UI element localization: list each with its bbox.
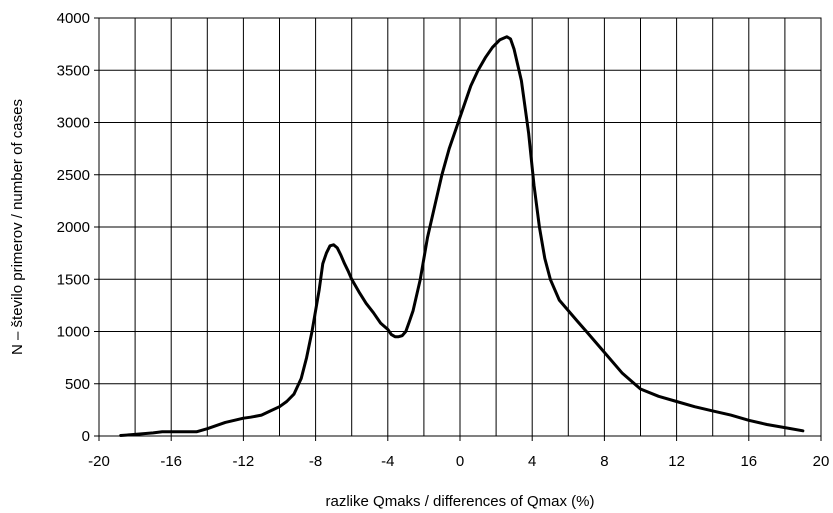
x-tick-label: 4	[528, 453, 536, 470]
x-tick-label: 16	[740, 453, 757, 470]
x-tick-label: -8	[309, 453, 322, 470]
series-line	[119, 35, 805, 437]
x-tick-label: 0	[456, 453, 464, 470]
x-tick-label: -16	[160, 453, 182, 470]
x-tick-label: -20	[88, 453, 110, 470]
x-axis-title: razlike Qmaks / differences of Qmax (%)	[326, 493, 595, 510]
x-tick-label: 8	[600, 453, 608, 470]
x-tick-label: 20	[813, 453, 830, 470]
y-tick-label: 500	[65, 376, 90, 393]
y-tick-label: 0	[82, 428, 90, 445]
grid-lines	[99, 18, 821, 436]
x-tick-label: -4	[381, 453, 394, 470]
axes	[94, 17, 822, 441]
y-tick-label: 1500	[57, 271, 90, 288]
y-tick-label: 2500	[57, 167, 90, 184]
y-tick-label: 3000	[57, 115, 90, 132]
x-tick-labels: -20 -16 -12 -8 -4 0 4 8 12 16 20	[88, 453, 829, 470]
y-tick-label: 2000	[57, 219, 90, 236]
y-tick-label: 4000	[57, 10, 90, 27]
y-tick-label: 3500	[57, 62, 90, 79]
x-tick-label: 12	[668, 453, 685, 470]
y-axis-title: N – število primerov / number of cases	[9, 99, 26, 355]
y-tick-label: 1000	[57, 324, 90, 341]
y-tick-labels: 0 500 1000 1500 2000 2500 3000 3500 4000	[57, 10, 90, 445]
x-tick-label: -12	[233, 453, 255, 470]
